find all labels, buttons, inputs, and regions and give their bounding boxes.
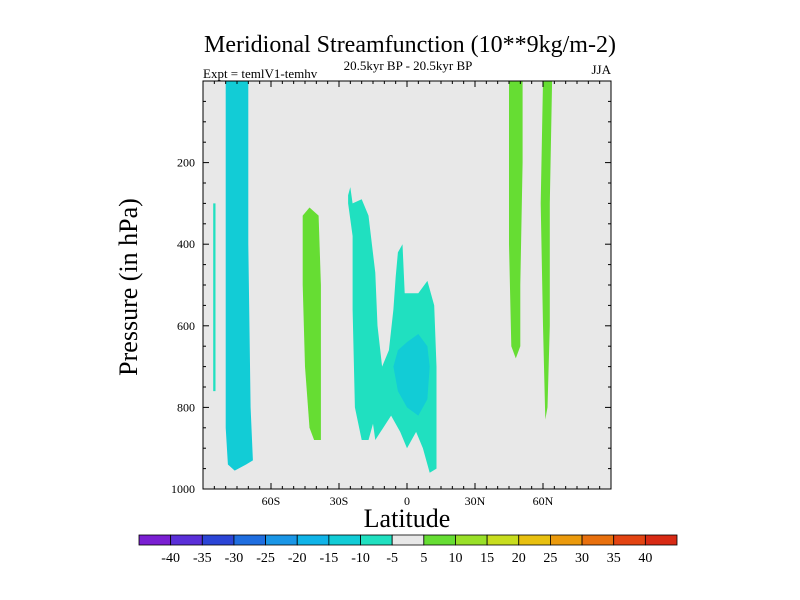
colorbar-box: [518, 534, 551, 546]
season-label: JJA: [591, 62, 611, 77]
colorbar-label: 20: [512, 551, 526, 566]
x-tick-label: 0: [404, 494, 410, 508]
plot-area: 60S 30S 0 30N 60N 200 400 600 800 1000: [171, 80, 612, 508]
colorbar-label: 40: [638, 551, 652, 566]
colorbar-label: -15: [320, 551, 339, 566]
colorbar-label: -30: [225, 551, 244, 566]
colorbar-box: [296, 534, 330, 546]
colorbar-box: [201, 534, 235, 546]
y-tick-label: 1000: [171, 482, 195, 496]
contour-sh-polar-outer: [225, 81, 253, 471]
colorbar-box: [644, 534, 678, 546]
y-tick-label: 800: [177, 400, 195, 414]
colorbar-label: -5: [386, 551, 398, 566]
colorbar-label: 25: [543, 551, 557, 566]
chart-title: Meridional Streamfunction (10**9kg/m-2): [204, 32, 616, 58]
contour-nh-polar-positive: [540, 81, 553, 420]
chart-subtitle: 20.5kyr BP - 20.5kyr BP: [344, 58, 473, 73]
contour-sh-midlat-positive: [302, 207, 321, 440]
contour-nh-subtropic-positive: [509, 81, 523, 359]
colorbar-box: [170, 534, 203, 546]
y-tick-label: 400: [177, 237, 195, 251]
colorbar-box: [581, 534, 615, 546]
colorbar-box: [138, 534, 172, 546]
colorbar-box: [391, 534, 425, 546]
colorbar-box: [423, 534, 456, 546]
colorbar-label: 35: [607, 551, 621, 566]
colorbar-label: -35: [193, 551, 212, 566]
colorbar-label: -10: [351, 551, 370, 566]
colorbar-box: [360, 534, 393, 546]
y-axis-label: Pressure (in hPa): [114, 198, 143, 376]
colorbar-label: 10: [448, 551, 462, 566]
x-tick-label: 60S: [262, 494, 281, 508]
contour-tropics-core: [393, 334, 430, 416]
x-axis-label: Latitude: [364, 504, 451, 533]
x-tick-label: 60N: [533, 494, 554, 508]
colorbar-box: [613, 534, 646, 546]
colorbar-box: [486, 534, 520, 546]
expt-label: Expt = temlV1-temhv: [203, 66, 318, 81]
x-tick-label: 30N: [465, 494, 486, 508]
colorbar-box: [233, 534, 266, 546]
colorbar-label: -20: [288, 551, 307, 566]
colorbar-box: [550, 534, 583, 546]
colorbar-label: -25: [256, 551, 275, 566]
y-tick-label: 600: [177, 319, 195, 333]
contour-sh-small-strip: [213, 203, 216, 392]
x-tick-label: 30S: [330, 494, 349, 508]
colorbar-box: [265, 534, 298, 546]
colorbar-box: [455, 534, 488, 546]
colorbar: -40 -35 -30 -25 -20 -15 -10 -5 5 10 15 20 25 30 35 40: [138, 534, 678, 566]
colorbar-label: 5: [420, 551, 427, 566]
y-tick-label: 200: [177, 156, 195, 170]
colorbar-label: 30: [575, 551, 589, 566]
colorbar-label: 15: [480, 551, 494, 566]
colorbar-box: [328, 534, 361, 546]
colorbar-label: -40: [161, 551, 180, 566]
